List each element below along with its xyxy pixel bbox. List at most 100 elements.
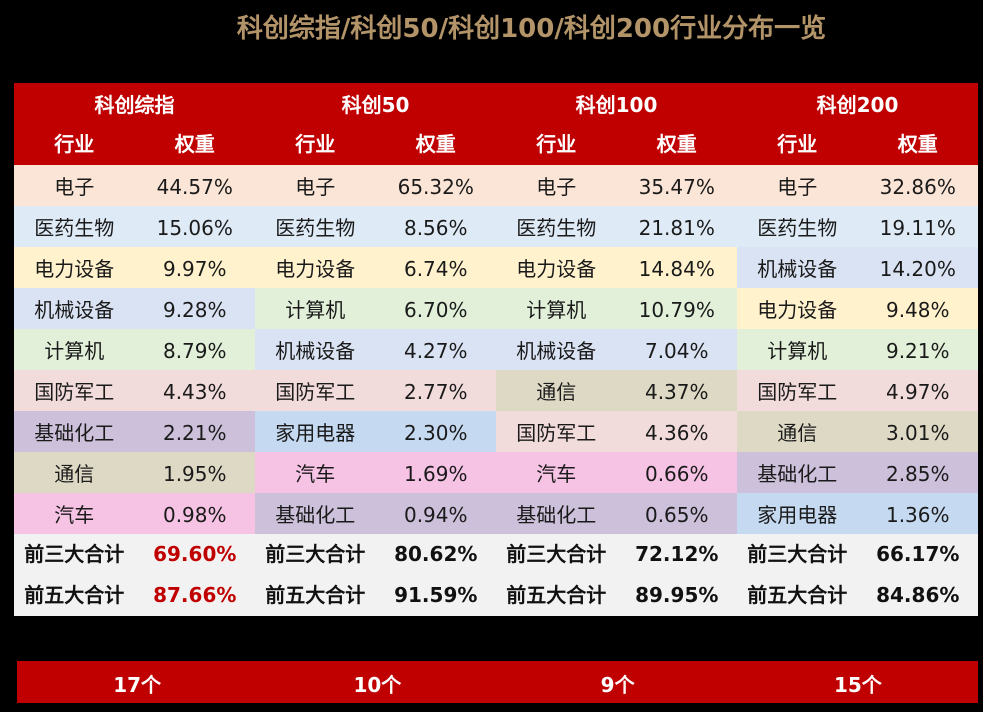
table-row: 电子 44.57% bbox=[14, 165, 255, 206]
index-column: 电子 65.32% 医药生物 8.56% 电力设备 6.74% 计算机 6.70% 机械设备 4.… bbox=[255, 165, 496, 534]
table-header: 科创综指 科创50 科创100 科创200 行业 权重 行业 权重 行业 权重 … bbox=[14, 83, 978, 165]
weight-cell: 3.01% bbox=[885, 421, 950, 445]
industry-column-header: 行业 bbox=[54, 132, 95, 156]
weight-cell: 4.37% bbox=[644, 380, 709, 404]
weight-cell: 65.32% bbox=[397, 175, 474, 199]
industry-cell: 医药生物 bbox=[516, 216, 597, 240]
table-body: 电子 44.57% 医药生物 15.06% 电力设备 9.97% 机械设备 9.28% 计算机 8… bbox=[14, 165, 978, 534]
table-row: 机械设备 14.20% bbox=[737, 247, 978, 288]
top5-total-label: 前五大合计 bbox=[24, 583, 125, 607]
summary-section: 前三大合计 69.60% 前三大合计 80.62% 前三大合计 72.12% 前三大合计 66… bbox=[14, 534, 978, 616]
table-row: 国防军工 4.36% bbox=[496, 411, 737, 452]
table-row: 电力设备 14.84% bbox=[496, 247, 737, 288]
weight-cell: 0.65% bbox=[644, 503, 709, 527]
industry-cell: 汽车 bbox=[295, 462, 336, 486]
index-column: 电子 44.57% 医药生物 15.06% 电力设备 9.97% 机械设备 9.28% 计算机 8… bbox=[14, 165, 255, 534]
top3-total-label: 前三大合计 bbox=[747, 542, 848, 566]
table-row: 通信 1.95% bbox=[14, 452, 255, 493]
table-row: 计算机 6.70% bbox=[255, 288, 496, 329]
weight-cell: 15.06% bbox=[156, 216, 233, 240]
top3-total-value: 80.62% bbox=[394, 542, 478, 566]
weight-cell: 14.84% bbox=[638, 257, 715, 281]
top3-total-row: 前三大合计 69.60% 前三大合计 80.62% 前三大合计 72.12% 前三大合计 66… bbox=[14, 534, 978, 575]
weight-cell: 4.43% bbox=[162, 380, 227, 404]
industry-cell: 医药生物 bbox=[757, 216, 838, 240]
top3-total-group: 前三大合计 80.62% bbox=[255, 534, 496, 575]
weight-cell: 6.70% bbox=[403, 298, 468, 322]
industry-count-bar: 17个 10个 9个 15个 bbox=[17, 661, 978, 703]
table-row: 电子 65.32% bbox=[255, 165, 496, 206]
top3-total-group: 前三大合计 69.60% bbox=[14, 534, 255, 575]
top5-total-group: 前五大合计 89.95% bbox=[496, 575, 737, 616]
table-row: 机械设备 7.04% bbox=[496, 329, 737, 370]
table-row: 基础化工 0.65% bbox=[496, 493, 737, 534]
top3-total-label: 前三大合计 bbox=[506, 542, 607, 566]
table-row: 家用电器 2.30% bbox=[255, 411, 496, 452]
weight-cell: 2.85% bbox=[885, 462, 950, 486]
industry-cell: 计算机 bbox=[767, 339, 828, 363]
table-row: 医药生物 8.56% bbox=[255, 206, 496, 247]
top3-total-label: 前三大合计 bbox=[265, 542, 366, 566]
top5-total-value: 84.86% bbox=[876, 583, 960, 607]
index-name-header: 科创100 bbox=[575, 93, 658, 117]
top5-total-label: 前五大合计 bbox=[747, 583, 848, 607]
table-row: 汽车 0.66% bbox=[496, 452, 737, 493]
industry-cell: 国防军工 bbox=[275, 380, 356, 404]
weight-cell: 8.79% bbox=[162, 339, 227, 363]
weight-cell: 4.97% bbox=[885, 380, 950, 404]
top3-total-group: 前三大合计 66.17% bbox=[737, 534, 978, 575]
table-row: 基础化工 2.85% bbox=[737, 452, 978, 493]
weight-cell: 35.47% bbox=[638, 175, 715, 199]
weight-cell: 9.48% bbox=[885, 298, 950, 322]
industry-cell: 机械设备 bbox=[757, 257, 838, 281]
industry-count: 9个 bbox=[600, 673, 635, 697]
weight-cell: 8.56% bbox=[403, 216, 468, 240]
table-row: 基础化工 2.21% bbox=[14, 411, 255, 452]
weight-cell: 19.11% bbox=[879, 216, 956, 240]
table-row: 家用电器 1.36% bbox=[737, 493, 978, 534]
top5-total-value: 89.95% bbox=[635, 583, 719, 607]
weight-column-header: 权重 bbox=[415, 132, 456, 156]
industry-column-header: 行业 bbox=[536, 132, 577, 156]
weight-cell: 0.98% bbox=[162, 503, 227, 527]
table-row: 医药生物 21.81% bbox=[496, 206, 737, 247]
industry-count: 15个 bbox=[833, 673, 882, 697]
industry-cell: 基础化工 bbox=[275, 503, 356, 527]
index-column: 电子 32.86% 医药生物 19.11% 机械设备 14.20% 电力设备 9.48% 计算机… bbox=[737, 165, 978, 534]
table-row: 基础化工 0.94% bbox=[255, 493, 496, 534]
industry-cell: 国防军工 bbox=[757, 380, 838, 404]
table-row: 汽车 0.98% bbox=[14, 493, 255, 534]
table-row: 机械设备 4.27% bbox=[255, 329, 496, 370]
industry-cell: 机械设备 bbox=[516, 339, 597, 363]
weight-column-header: 权重 bbox=[656, 132, 697, 156]
top3-total-value: 72.12% bbox=[635, 542, 719, 566]
top5-total-value: 91.59% bbox=[394, 583, 478, 607]
top5-total-label: 前五大合计 bbox=[506, 583, 607, 607]
weight-cell: 21.81% bbox=[638, 216, 715, 240]
industry-cell: 国防军工 bbox=[516, 421, 597, 445]
weight-cell: 2.30% bbox=[403, 421, 468, 445]
industry-cell: 电子 bbox=[54, 175, 95, 199]
table-row: 医药生物 15.06% bbox=[14, 206, 255, 247]
industry-cell: 家用电器 bbox=[275, 421, 356, 445]
weight-cell: 4.27% bbox=[403, 339, 468, 363]
top5-total-value: 87.66% bbox=[153, 583, 237, 607]
industry-count: 17个 bbox=[113, 673, 162, 697]
industry-cell: 基础化工 bbox=[757, 462, 838, 486]
table-row: 电力设备 9.48% bbox=[737, 288, 978, 329]
weight-cell: 1.36% bbox=[885, 503, 950, 527]
industry-cell: 基础化工 bbox=[34, 421, 115, 445]
industry-cell: 计算机 bbox=[44, 339, 105, 363]
weight-cell: 44.57% bbox=[156, 175, 233, 199]
weight-cell: 1.69% bbox=[403, 462, 468, 486]
top5-total-label: 前五大合计 bbox=[265, 583, 366, 607]
weight-cell: 0.66% bbox=[644, 462, 709, 486]
weight-cell: 14.20% bbox=[879, 257, 956, 281]
industry-cell: 计算机 bbox=[526, 298, 587, 322]
industry-cell: 医药生物 bbox=[34, 216, 115, 240]
industry-cell: 电力设备 bbox=[275, 257, 356, 281]
weight-cell: 9.21% bbox=[885, 339, 950, 363]
table-row: 计算机 8.79% bbox=[14, 329, 255, 370]
industry-cell: 电力设备 bbox=[516, 257, 597, 281]
weight-cell: 4.36% bbox=[644, 421, 709, 445]
